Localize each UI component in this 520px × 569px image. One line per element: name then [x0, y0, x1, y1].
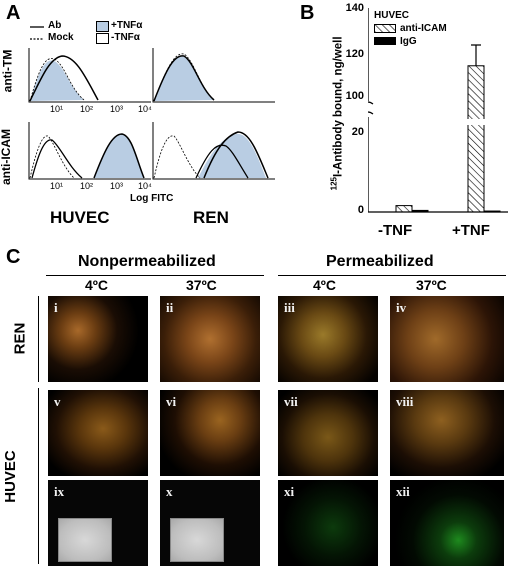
legend-swatch-igg: [374, 37, 396, 45]
tick: 10⁴: [138, 104, 152, 114]
micrograph-v: v: [48, 390, 148, 476]
temp-label-1: 4ºC: [85, 277, 109, 293]
micrograph-label: vii: [284, 394, 298, 409]
micrograph-viii: viii: [390, 390, 504, 476]
tick: 10²: [80, 181, 94, 191]
micrograph-label: v: [54, 394, 61, 409]
legend-swatch-plus: [96, 21, 109, 32]
tick: 10¹: [50, 104, 64, 114]
micrograph-xii: xii: [390, 480, 504, 566]
header-nonpermeabilized: Nonpermeabilized: [78, 253, 216, 270]
micrograph-vii: vii: [278, 390, 378, 476]
y-tick: 0: [357, 204, 364, 216]
micrograph-label: ii: [166, 300, 174, 315]
tick: 10⁴: [138, 181, 152, 191]
bar-anti-icam-plus-tnf: [467, 65, 485, 213]
x-ticks-tm-huvec: 10¹ 10² 10³ 10⁴: [28, 104, 152, 116]
legend-plus-tnf: +TNFα: [111, 20, 143, 31]
micrograph-label: vi: [166, 394, 177, 409]
panel-b-label: B: [300, 2, 315, 24]
category-minus-tnf: -TNF: [378, 222, 413, 239]
legend-panel-a: Ab Mock +TNFα -TNFα: [30, 20, 160, 50]
category-plus-tnf: +TNF: [452, 222, 490, 239]
micrograph-vi: vi: [160, 390, 260, 476]
y-tick: 140: [345, 2, 364, 14]
bar-anti-icam-minus-tnf: [395, 205, 413, 213]
temp-label-3: 4ºC: [313, 277, 337, 293]
y-tick: 100: [345, 90, 364, 102]
micrograph-ix: ix: [48, 480, 148, 566]
legend-ab: Ab: [48, 20, 62, 31]
histogram-icam-ren: [152, 122, 275, 180]
bar-chart-b: [368, 8, 508, 213]
micrograph-label: xi: [284, 484, 295, 499]
micrograph-inset: [58, 518, 112, 562]
row-divider-ren: [38, 296, 39, 382]
legend-swatch-minus: [96, 33, 109, 44]
micrograph-ii: ii: [160, 296, 260, 382]
row-label-huvec: HUVEC: [1, 450, 19, 503]
micrograph-xi: xi: [278, 480, 378, 566]
micrograph-x: x: [160, 480, 260, 566]
axis-break-gap: [466, 119, 486, 125]
legend-mock: Mock: [48, 32, 74, 43]
micrograph-i: i: [48, 296, 148, 382]
header-underline-perm: [278, 275, 506, 276]
col-label-huvec: HUVEC: [50, 208, 110, 227]
row-label-anti-icam: anti-ICAM: [0, 129, 13, 185]
tick: 10¹: [50, 181, 64, 191]
header-permeabilized: Permeabilized: [326, 253, 434, 270]
x-ticks-icam-huvec: 10¹ 10² 10³ 10⁴: [28, 181, 152, 193]
panel-c-label: C: [6, 246, 21, 268]
y-tick: 20: [351, 126, 364, 138]
legend-anti-icam: anti-ICAM: [400, 23, 447, 34]
micrograph-label: iii: [284, 300, 295, 315]
micrograph-label: x: [166, 484, 173, 499]
micrograph-iv: iv: [390, 296, 504, 382]
histogram-icam-huvec: [28, 122, 151, 180]
temp-label-2: 37ºC: [186, 277, 217, 293]
micrograph-label: ix: [54, 484, 65, 499]
tick: 10²: [80, 104, 94, 114]
temp-label-4: 37ºC: [416, 277, 447, 293]
row-label-ren: REN: [11, 322, 29, 355]
micrograph-label: iv: [396, 300, 407, 315]
tick: 10³: [110, 181, 124, 191]
legend-title-huvec: HUVEC: [374, 10, 410, 21]
error-bar: [471, 44, 481, 66]
col-label-ren: REN: [193, 208, 229, 227]
legend-panel-b: HUVEC anti-ICAM IgG: [374, 10, 474, 50]
micrograph-label: i: [54, 300, 58, 315]
y-ticks-b: 140 120 100 20 0: [338, 0, 368, 220]
x-axis-label-log-fitc: Log FITC: [130, 193, 174, 204]
panel-a-label: A: [6, 2, 21, 24]
legend-minus-tnf: -TNFα: [111, 32, 140, 43]
micrograph-label: viii: [396, 394, 414, 409]
micrograph-iii: iii: [278, 296, 378, 382]
header-underline-nonperm: [46, 275, 264, 276]
micrograph-label: xii: [396, 484, 410, 499]
histogram-tm-huvec: [28, 48, 151, 103]
micrograph-inset: [170, 518, 224, 562]
row-divider-huvec: [38, 388, 39, 564]
y-tick: 120: [345, 48, 364, 60]
row-label-anti-tm: anti-TM: [0, 49, 15, 93]
legend-line-icons: [30, 26, 44, 40]
legend-swatch-anti-icam: [374, 24, 396, 33]
legend-igg: IgG: [400, 36, 417, 47]
histogram-tm-ren: [152, 48, 275, 103]
tick: 10³: [110, 104, 124, 114]
